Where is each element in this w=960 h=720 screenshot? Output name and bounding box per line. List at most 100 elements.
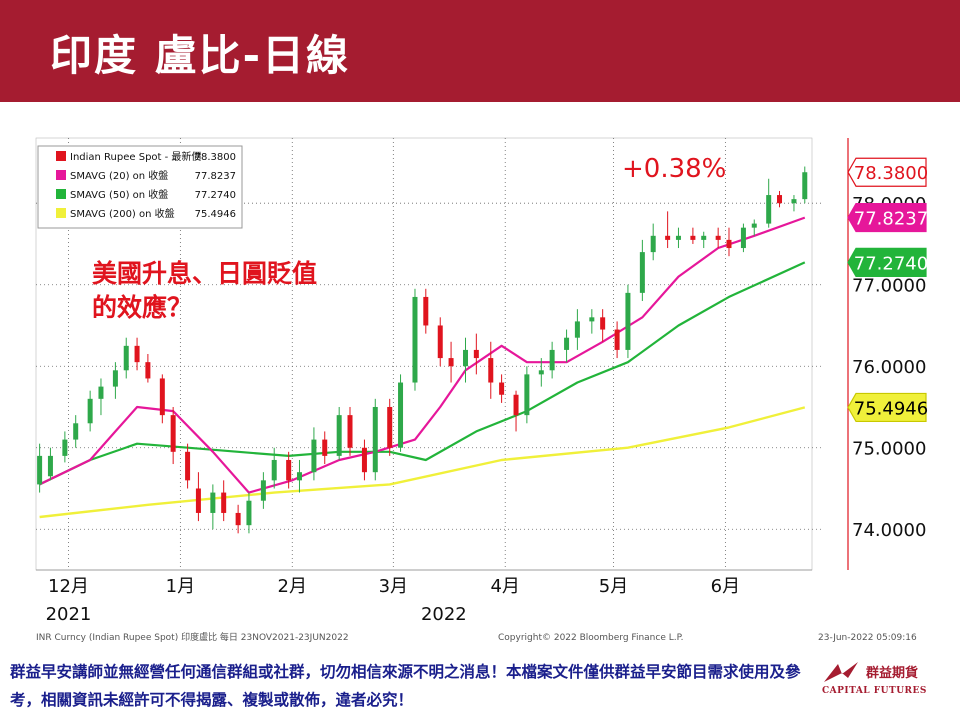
- sma20-series: [39, 216, 806, 494]
- source-mid: Copyright© 2022 Bloomberg Finance L.P.: [498, 633, 683, 643]
- footer: 群益早安講師並無經營任何通信群組或社群，切勿相信來源不明之消息！本檔案文件僅供群…: [0, 648, 960, 720]
- candle-body: [361, 447, 367, 473]
- candle-body: [235, 512, 241, 526]
- tag-label: 75.4946: [854, 398, 928, 419]
- candle-body: [802, 172, 808, 200]
- candle-body: [195, 488, 201, 513]
- legend-name: SMAVG (20) on 收盤: [70, 169, 168, 182]
- candle-body: [549, 349, 555, 371]
- candle: [589, 309, 595, 334]
- candle-body: [448, 358, 454, 367]
- candle: [625, 284, 631, 359]
- candle-body: [473, 349, 479, 359]
- candle-body: [372, 406, 378, 473]
- logo-name-cn: 群益期貨: [866, 666, 919, 681]
- candle-body: [221, 492, 227, 513]
- pct-change-label: +0.38%: [622, 154, 726, 184]
- candle: [650, 223, 656, 261]
- candle: [98, 378, 104, 416]
- candle-body: [650, 235, 656, 253]
- sma50-series: [39, 261, 806, 486]
- candle-body: [675, 235, 681, 240]
- candle: [740, 223, 746, 253]
- candle-body: [37, 455, 43, 485]
- candle: [387, 398, 393, 456]
- candle-body: [589, 317, 595, 322]
- legend-name: SMAVG (50) on 收盤: [70, 188, 168, 201]
- candle: [538, 358, 544, 387]
- candle: [286, 451, 292, 489]
- candle-body: [112, 370, 118, 387]
- legend-value: 77.8237: [195, 171, 236, 182]
- candle: [145, 354, 151, 383]
- legend-swatch: [56, 208, 66, 218]
- candle-body: [398, 382, 404, 448]
- candle: [675, 227, 681, 249]
- last-value-tag: 77.2740: [847, 247, 928, 277]
- capital-futures-logo: 群益期貨 CAPITAL FUTURES: [822, 660, 952, 708]
- candle: [195, 472, 201, 522]
- candle-body: [600, 317, 606, 330]
- legend-value: 75.4946: [195, 209, 236, 220]
- candle-body: [437, 325, 443, 359]
- candle-body: [322, 439, 328, 456]
- last-value-tag: 78.3800: [847, 157, 928, 187]
- sma200-series: [39, 406, 806, 519]
- logo-name-en: CAPITAL FUTURES: [822, 686, 927, 696]
- candle: [235, 504, 241, 534]
- candle: [463, 337, 469, 383]
- candle-body: [311, 439, 317, 473]
- candle-body: [513, 394, 519, 416]
- legend-box: [37, 145, 243, 229]
- x-tick-label: 4月: [490, 576, 519, 597]
- candle: [524, 366, 530, 424]
- candle-body: [387, 406, 393, 448]
- year-label: 2022: [421, 604, 467, 625]
- candle: [549, 341, 555, 379]
- candle: [159, 374, 165, 424]
- legend-name: Indian Rupee Spot - 最新價: [70, 150, 201, 163]
- x-tick-label: 1月: [166, 576, 195, 597]
- sma200-line: [39, 406, 806, 519]
- candle-body: [488, 358, 494, 383]
- candle: [347, 406, 353, 456]
- candle: [600, 309, 606, 342]
- axis-labels: 74.000075.000076.000077.000078.000012月1月…: [46, 194, 927, 625]
- tag-shape: [847, 157, 927, 187]
- candle-body: [564, 337, 570, 350]
- candle: [361, 439, 367, 481]
- candle: [221, 480, 227, 522]
- y-tick-label: 75.0000: [852, 439, 926, 460]
- year-label: 2021: [46, 604, 92, 625]
- candle: [372, 398, 378, 481]
- candle-body: [185, 451, 191, 481]
- candle: [185, 443, 191, 489]
- candle-body: [791, 199, 797, 204]
- x-tick-label: 3月: [379, 576, 408, 597]
- sma20-line: [39, 216, 806, 494]
- candle-body: [271, 459, 277, 481]
- y-tick-label: 77.0000: [852, 276, 926, 297]
- candle: [271, 447, 277, 489]
- candle: [488, 341, 494, 399]
- tag-shape: [847, 202, 927, 233]
- candle-body: [715, 235, 721, 240]
- candle: [246, 492, 252, 534]
- candle: [701, 231, 707, 249]
- candle-body: [766, 195, 772, 224]
- candle-body: [524, 374, 530, 416]
- candle-body: [614, 329, 620, 350]
- candle: [322, 431, 328, 465]
- candle: [751, 219, 757, 236]
- legend-swatch: [56, 189, 66, 199]
- candle: [448, 341, 454, 383]
- candle: [791, 195, 797, 212]
- candle: [690, 227, 696, 244]
- candle: [574, 309, 580, 350]
- candle-body: [347, 415, 353, 448]
- candle-body: [210, 492, 216, 513]
- candle-body: [47, 455, 53, 477]
- annotations: 美國升息、日圓貶值 的效應？ +0.38%: [92, 154, 726, 322]
- last-value-tags: 78.3800 77.8237 77.2740 75.4946: [847, 157, 928, 423]
